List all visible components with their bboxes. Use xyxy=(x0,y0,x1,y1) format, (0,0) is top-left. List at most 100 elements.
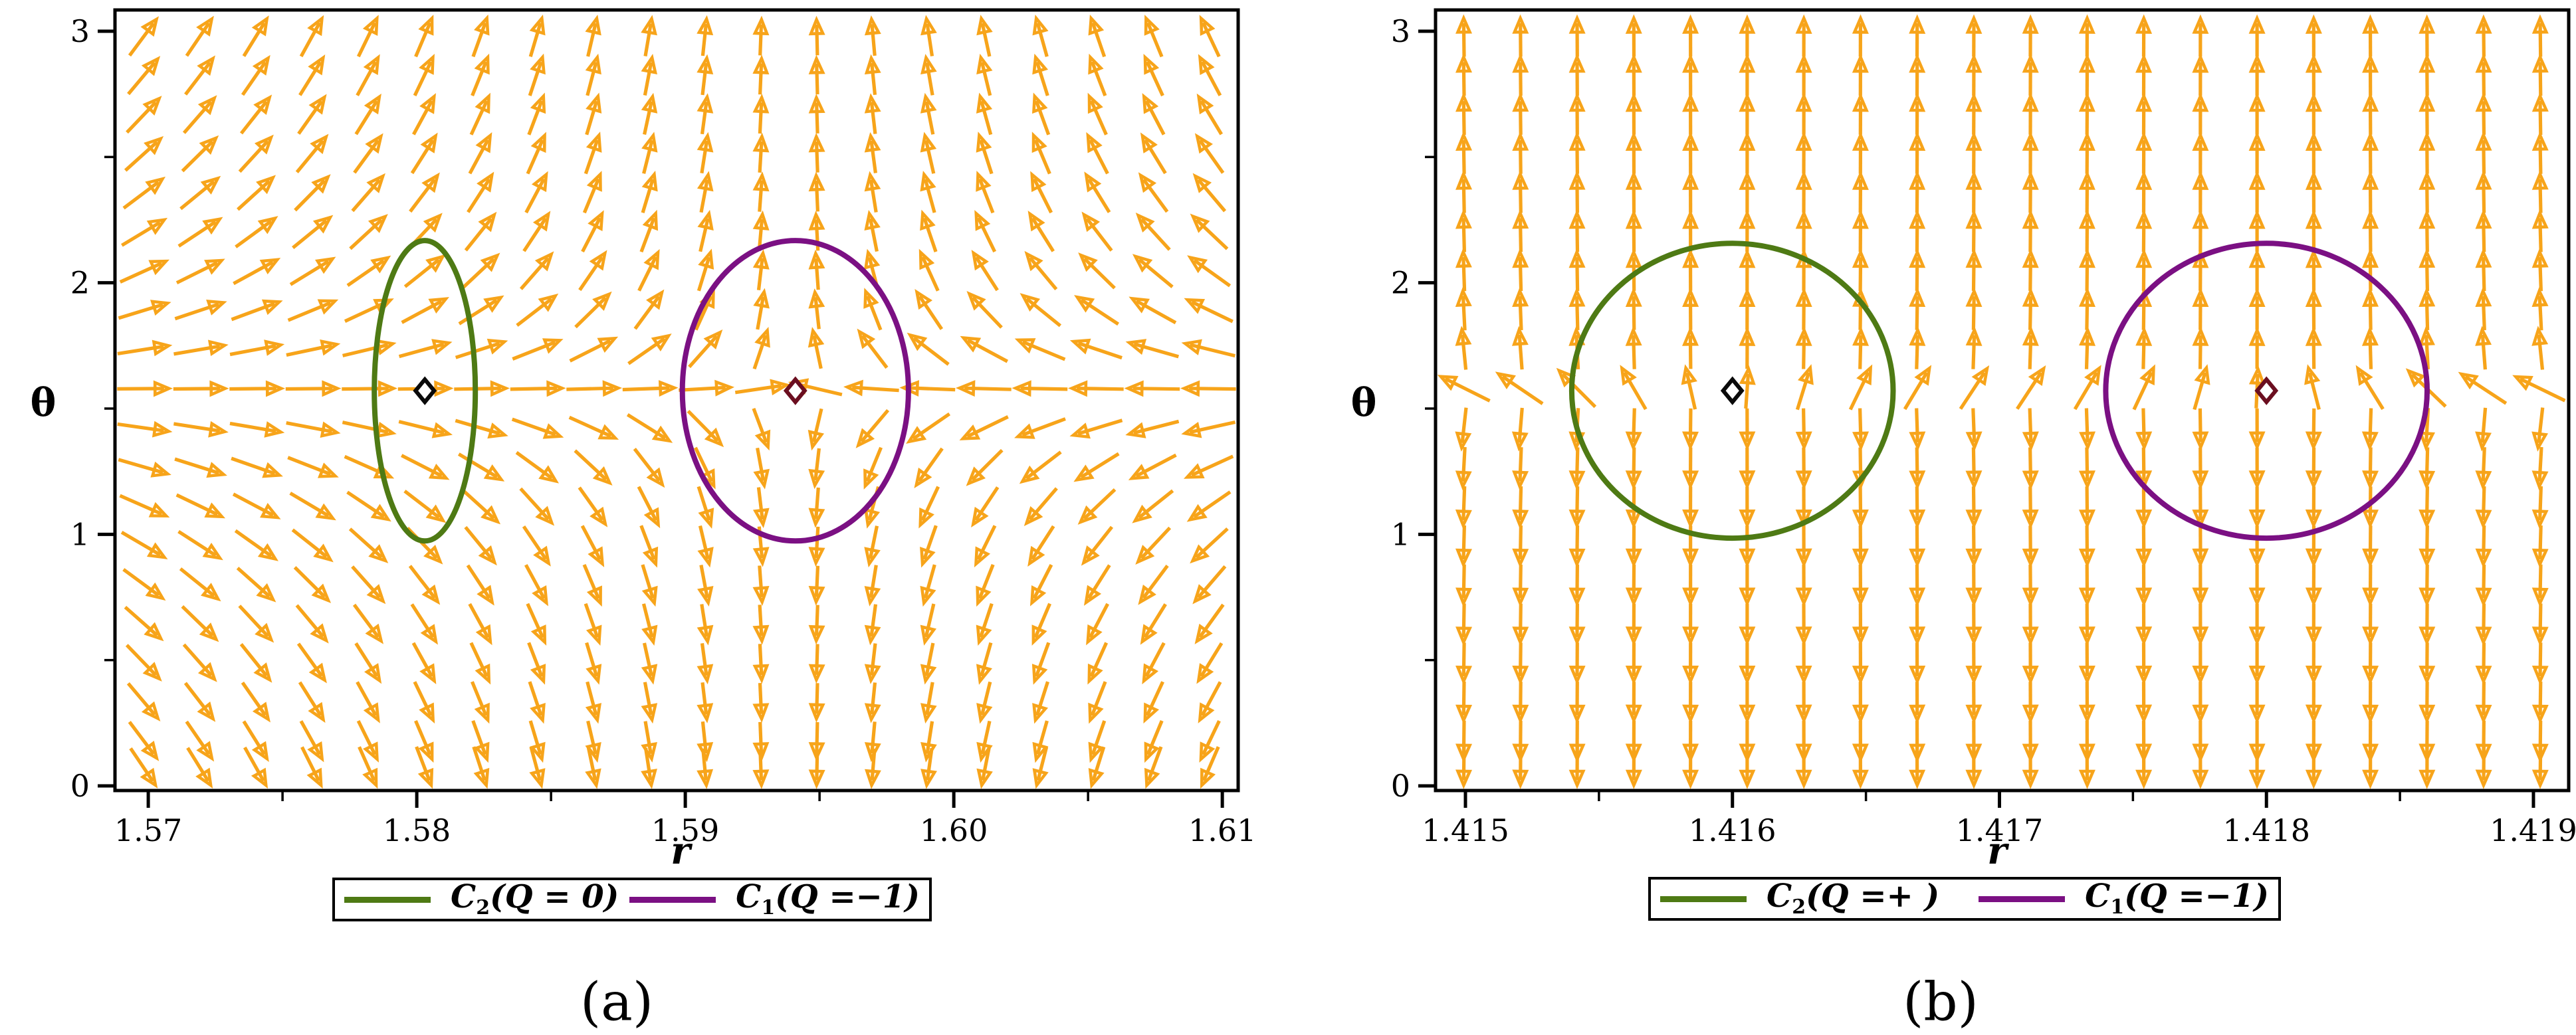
field-arrow-head xyxy=(317,462,339,478)
field-arrow-shaft xyxy=(578,256,604,292)
field-arrow-head xyxy=(206,300,227,316)
field-arrow-head xyxy=(364,663,382,684)
field-arrow-head xyxy=(918,248,935,270)
field-arrow-head xyxy=(1625,704,1642,724)
field-arrow-shaft xyxy=(639,217,656,253)
field-arrow-head xyxy=(1088,53,1104,75)
field-arrow-head xyxy=(2248,209,2266,229)
field-arrow-head xyxy=(2135,170,2153,190)
field-arrow-head xyxy=(920,769,937,789)
field-arrow-shaft xyxy=(758,682,764,714)
field-arrow-head xyxy=(2418,209,2436,229)
field-arrow-shaft xyxy=(236,567,271,598)
field-arrow-head xyxy=(204,258,225,275)
field-arrow-head xyxy=(1012,380,1031,397)
field-arrow-shaft xyxy=(1197,178,1227,213)
field-arrow-head xyxy=(2078,14,2095,34)
field-arrow-shaft xyxy=(639,525,656,561)
field-arrow-head xyxy=(1795,769,1812,789)
field-arrow-head xyxy=(1568,170,1586,190)
field-arrow-head xyxy=(1909,509,1926,529)
field-arrow-head xyxy=(2192,666,2209,686)
field-arrow-head xyxy=(2475,287,2492,308)
field-arrow-shaft xyxy=(641,564,655,599)
field-arrow-shaft xyxy=(1518,256,1523,292)
field-arrow-head xyxy=(1512,769,1529,789)
field-arrow-shaft xyxy=(1200,60,1222,96)
field-arrow-head xyxy=(597,424,619,440)
field-arrow-head xyxy=(752,624,770,645)
field-arrow-head xyxy=(920,15,937,36)
field-arrow-head xyxy=(483,295,504,313)
field-arrow-head xyxy=(142,662,162,682)
field-arrow-head xyxy=(1625,626,1642,646)
field-arrow-shaft xyxy=(1744,373,1751,409)
field-arrow-shaft xyxy=(2537,296,2543,331)
field-arrow-head xyxy=(864,547,881,568)
field-arrow-shaft xyxy=(526,603,545,638)
field-arrow-head xyxy=(2022,509,2039,529)
field-arrow-shaft xyxy=(1461,603,1466,638)
field-arrow-shaft xyxy=(688,335,718,369)
field-arrow-shaft xyxy=(814,565,820,597)
field-arrow-head xyxy=(2531,431,2549,452)
field-arrow-head xyxy=(1625,287,1642,308)
field-arrow-head xyxy=(1455,704,1473,725)
field-arrow-head xyxy=(1909,209,1926,229)
field-arrow-head xyxy=(1027,545,1045,567)
field-arrow-head xyxy=(1682,704,1699,724)
field-arrow-shaft xyxy=(2481,447,2486,482)
critical-point-marker xyxy=(413,376,437,405)
field-arrow-head xyxy=(920,624,937,646)
field-arrow-head xyxy=(2305,92,2322,112)
field-arrow-shaft xyxy=(410,139,435,175)
field-arrow-head xyxy=(1455,587,1472,607)
field-arrow-shaft xyxy=(869,102,877,134)
field-arrow-shaft xyxy=(852,385,899,393)
field-arrow-head xyxy=(1023,506,1043,527)
field-arrow-shaft xyxy=(1461,296,1467,331)
field-arrow-shaft xyxy=(1685,372,1697,410)
field-arrow-head xyxy=(1965,626,1983,646)
field-arrow-shaft xyxy=(700,721,708,754)
field-arrow-head xyxy=(259,258,281,274)
field-arrow-head xyxy=(1030,171,1047,193)
field-arrow-shaft xyxy=(522,217,548,252)
field-arrow-shaft xyxy=(239,100,268,135)
field-arrow-shaft xyxy=(1971,296,1976,330)
field-arrow-shaft xyxy=(2537,334,2545,370)
field-arrow-shaft xyxy=(184,61,212,96)
field-arrow-head xyxy=(145,582,166,601)
field-arrow-shaft xyxy=(519,487,550,521)
y-tick-label: 3 xyxy=(1391,13,1410,49)
field-arrow-shaft xyxy=(2141,447,2146,482)
field-arrow-head xyxy=(475,92,490,114)
field-arrow-head xyxy=(1190,213,1210,233)
field-arrow-head xyxy=(808,508,825,528)
field-arrow-shaft xyxy=(1025,450,1062,480)
field-arrow-shaft xyxy=(1033,139,1051,175)
field-arrow-shaft xyxy=(971,296,1003,329)
field-arrow-head xyxy=(1909,131,1926,151)
field-arrow-head xyxy=(1019,465,1040,484)
field-arrow-head xyxy=(697,769,714,789)
field-arrow-head xyxy=(2305,248,2322,268)
field-arrow-shaft xyxy=(466,564,491,600)
field-arrow-head xyxy=(2078,53,2095,73)
field-arrow-head xyxy=(2362,14,2379,34)
legend-label-c1-b: C1(Q =−1) xyxy=(2085,878,2269,919)
field-arrow-head xyxy=(1625,14,1642,34)
field-arrow-head xyxy=(434,380,454,397)
field-arrow-shaft xyxy=(516,297,553,327)
field-arrow-head xyxy=(1568,92,1586,112)
field-arrow-head xyxy=(770,379,790,396)
field-arrow-head xyxy=(1739,431,1756,451)
field-arrow-head xyxy=(2475,14,2492,34)
field-arrow-head xyxy=(1682,14,1699,34)
field-arrow-shaft xyxy=(181,605,214,638)
field-arrow-head xyxy=(920,209,936,231)
field-arrow-head xyxy=(1087,92,1103,114)
field-arrow-head xyxy=(1682,666,1699,686)
field-arrow-head xyxy=(207,339,229,357)
field-arrow-head xyxy=(538,293,559,312)
